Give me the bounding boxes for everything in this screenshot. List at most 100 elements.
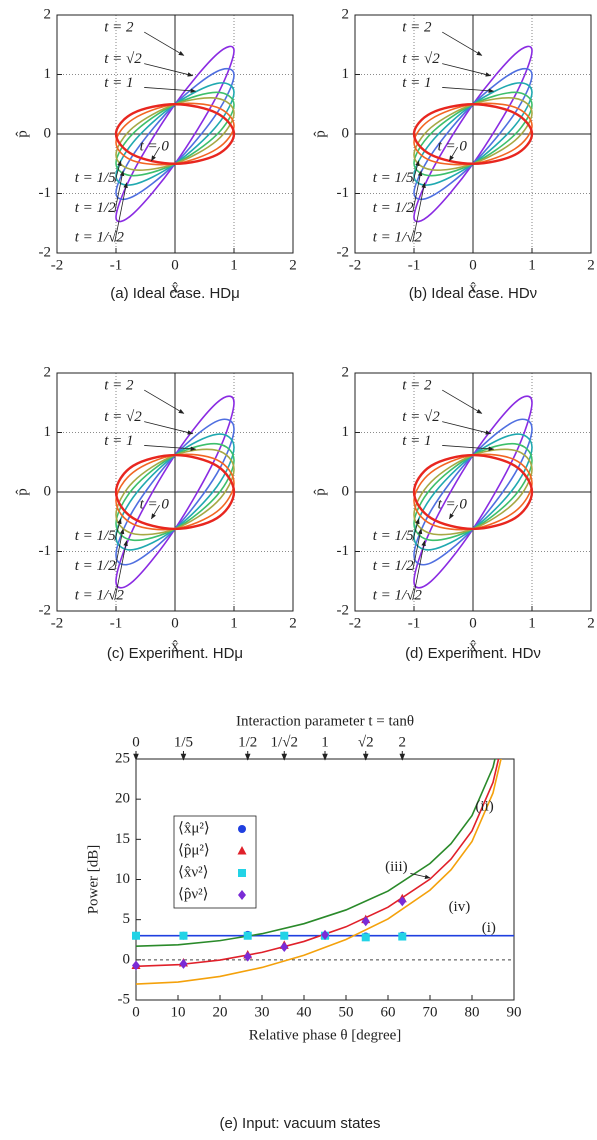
ellipse-curve — [115, 442, 235, 542]
ellipse-curve — [413, 97, 533, 171]
series-label: t = 0 — [438, 497, 468, 513]
y-tick-label: 1 — [44, 66, 52, 82]
y-axis-label: p̂ — [312, 130, 328, 138]
label-arrow — [442, 421, 492, 435]
series-label: t = 1 — [402, 75, 431, 91]
label-arrow — [442, 87, 495, 94]
series-label: t = √2 — [104, 51, 142, 67]
x-tick-label: 90 — [507, 1004, 522, 1020]
legend-label: ⟨x̂μ²⟩ — [178, 820, 210, 836]
label-arrow — [114, 528, 125, 571]
ellipse-curve — [412, 453, 534, 531]
y-tick-label: 1 — [342, 66, 350, 82]
y-tick-label: 1 — [342, 424, 350, 440]
curve-label: (iv) — [449, 899, 471, 915]
ellipse-curve — [115, 45, 235, 223]
top-axis-title: Interaction parameter t = tanθ — [236, 713, 414, 729]
series-label: t = 1/5 — [373, 170, 414, 186]
label-arrow — [412, 170, 423, 213]
y-tick-label: -5 — [118, 991, 131, 1007]
ellipse-curve — [413, 91, 533, 177]
series-label: t = 1/√2 — [373, 588, 423, 604]
ellipse-curve — [115, 67, 235, 201]
y-tick-label: 2 — [44, 364, 52, 380]
ellipse-curve — [115, 82, 235, 186]
label-arrow — [441, 389, 483, 414]
ellipse-curve — [413, 102, 533, 166]
data-point — [361, 933, 370, 942]
data-point — [243, 931, 252, 940]
model-curve — [136, 759, 500, 968]
label-arrow — [449, 504, 458, 520]
ellipse-curve — [413, 82, 533, 186]
series-label: t = 1/5 — [373, 528, 414, 544]
y-tick-label: 10 — [115, 871, 130, 887]
y-tick-label: 2 — [342, 6, 350, 22]
y-tick-label: -1 — [39, 185, 52, 201]
x-tick-label: -1 — [110, 615, 123, 631]
y-tick-label: 0 — [123, 951, 131, 967]
x-axis-label: x̂ — [469, 280, 477, 296]
caption: (e) Input: vacuum states — [220, 1115, 381, 1132]
x-axis-label: x̂ — [171, 280, 179, 296]
x-tick-label: 30 — [255, 1004, 270, 1020]
label-arrow — [412, 528, 423, 571]
caption: (a) Ideal case. HDμ — [110, 285, 240, 302]
label-arrow — [412, 518, 420, 541]
x-tick-label: 0 — [171, 615, 179, 631]
caption: (b) Ideal case. HDν — [409, 285, 537, 302]
curve-label: (ii) — [475, 799, 493, 815]
legend-label: ⟨p̂μ²⟩ — [178, 842, 210, 858]
top-tick-label: √2 — [358, 734, 374, 750]
x-tick-label: 0 — [171, 257, 179, 273]
top-tick-label: 1 — [321, 734, 329, 750]
x-tick-label: -2 — [51, 257, 64, 273]
x-tick-label: -1 — [110, 257, 123, 273]
ellipse-curve — [413, 45, 533, 223]
label-arrow — [114, 182, 128, 243]
model-curve — [136, 759, 496, 947]
series-label: t = 1/2 — [75, 200, 116, 216]
data-point — [361, 916, 370, 927]
series-label: t = 2 — [402, 20, 432, 36]
y-tick-label: -2 — [39, 244, 52, 260]
legend-marker — [237, 846, 247, 855]
ellipse-curve — [115, 448, 235, 536]
series-label: t = 0 — [140, 139, 170, 155]
y-tick-label: 0 — [44, 483, 52, 499]
label-arrow — [442, 445, 495, 452]
y-tick-label: 0 — [342, 125, 350, 141]
series-label: t = 1/√2 — [373, 230, 423, 246]
series-label: t = √2 — [402, 409, 440, 425]
x-tick-label: 70 — [423, 1004, 438, 1020]
series-label: t = 1/√2 — [75, 230, 125, 246]
legend-label: ⟨p̂ν²⟩ — [178, 886, 208, 902]
data-point — [132, 960, 140, 971]
x-axis-label: x̂ — [171, 638, 179, 654]
legend-marker — [238, 890, 246, 900]
model-curve — [136, 759, 502, 985]
ellipse-curve — [115, 91, 235, 177]
y-tick-label: 25 — [115, 750, 130, 766]
x-tick-label: 0 — [469, 257, 477, 273]
series-label: t = √2 — [402, 51, 440, 67]
y-tick-label: 1 — [44, 424, 52, 440]
top-tick-label: 0 — [132, 734, 140, 750]
x-tick-label: 1 — [528, 257, 536, 273]
y-tick-label: 5 — [123, 911, 131, 927]
ellipse-curve — [115, 395, 235, 589]
series-label: t = 1/2 — [75, 558, 116, 574]
label-arrow — [144, 87, 197, 94]
label-arrow — [114, 540, 128, 601]
data-point — [398, 896, 407, 907]
series-label: t = 2 — [402, 378, 432, 394]
y-tick-label: -2 — [337, 244, 350, 260]
x-tick-label: 0 — [132, 1004, 140, 1020]
label-arrow — [143, 389, 185, 414]
x-tick-label: -1 — [408, 257, 421, 273]
label-arrow — [114, 170, 125, 213]
label-arrow — [144, 445, 197, 452]
top-tick-label: 1/2 — [238, 734, 257, 750]
series-label: t = 1 — [104, 75, 133, 91]
